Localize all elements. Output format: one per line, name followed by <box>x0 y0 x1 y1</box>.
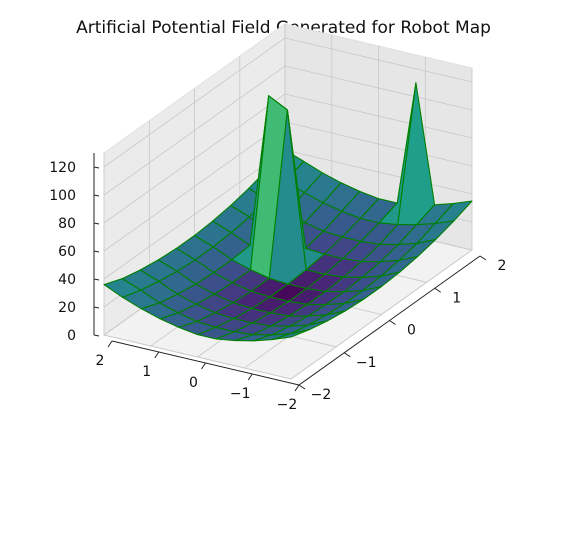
z-tick-label: 20 <box>58 300 76 316</box>
z-tick-mark <box>93 306 100 309</box>
z-tick-mark <box>93 334 100 337</box>
surface <box>103 82 473 342</box>
grid-line-z <box>103 65 473 196</box>
x-tick-label: −1 <box>230 386 251 402</box>
y-tick-mark <box>298 384 306 390</box>
x-tick-label: 0 <box>189 375 198 391</box>
x-tick-label: −2 <box>277 397 298 413</box>
z-tick-label: 40 <box>58 272 76 288</box>
y-tick-mark <box>389 320 396 325</box>
y-tick-mark <box>479 255 487 261</box>
z-tick-mark <box>93 222 100 225</box>
z-tick-label: 100 <box>49 188 76 204</box>
y-tick-mark <box>434 287 442 293</box>
z-tick-label: 0 <box>67 328 76 344</box>
x-tick-mark <box>201 362 206 370</box>
x-tick-mark <box>247 373 253 381</box>
x-tick-mark <box>107 340 113 348</box>
z-tick-mark <box>93 194 100 197</box>
y-tick-label: 0 <box>407 323 416 339</box>
x-tick-mark <box>294 384 300 392</box>
z-tick-mark <box>93 250 100 253</box>
y-tick-label: 2 <box>498 258 507 274</box>
x-tick-mark <box>154 351 160 359</box>
z-tick-label: 120 <box>49 160 76 176</box>
z-tick-mark <box>93 278 100 281</box>
surface-face <box>271 329 310 341</box>
x-tick-label: 1 <box>142 364 151 380</box>
z-tick-label: 80 <box>58 216 76 232</box>
y-tick-label: −2 <box>311 387 332 403</box>
x-tick-label: 2 <box>96 353 105 369</box>
grid-line-z <box>103 37 473 168</box>
y-tick-mark <box>343 352 351 358</box>
y-tick-label: 1 <box>452 290 461 306</box>
z-tick-mark <box>93 166 100 169</box>
tick-labels: 2 1 0 −1 −2 2 1 0 −1 −2 0 20 40 60 80 100 120 <box>49 160 506 413</box>
y-tick-label: −1 <box>356 355 377 371</box>
z-tick-label: 60 <box>58 244 76 260</box>
